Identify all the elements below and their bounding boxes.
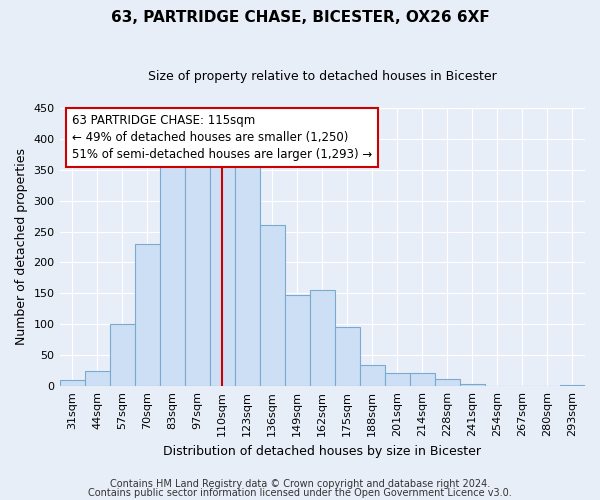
- Bar: [134, 244, 160, 386]
- Bar: [110, 324, 134, 386]
- Title: Size of property relative to detached houses in Bicester: Size of property relative to detached ho…: [148, 70, 497, 83]
- Bar: [185, 158, 209, 386]
- Bar: [59, 380, 85, 386]
- Bar: [260, 226, 285, 386]
- Bar: [235, 164, 260, 386]
- Bar: [460, 384, 485, 386]
- Text: 63 PARTRIDGE CHASE: 115sqm
← 49% of detached houses are smaller (1,250)
51% of s: 63 PARTRIDGE CHASE: 115sqm ← 49% of deta…: [72, 114, 373, 161]
- Bar: [410, 372, 435, 386]
- Bar: [435, 380, 460, 386]
- Text: Contains HM Land Registry data © Crown copyright and database right 2024.: Contains HM Land Registry data © Crown c…: [110, 479, 490, 489]
- X-axis label: Distribution of detached houses by size in Bicester: Distribution of detached houses by size …: [163, 444, 481, 458]
- Bar: [310, 290, 335, 386]
- Bar: [85, 370, 110, 386]
- Bar: [160, 160, 185, 386]
- Bar: [360, 364, 385, 386]
- Bar: [560, 385, 585, 386]
- Bar: [335, 328, 360, 386]
- Bar: [285, 294, 310, 386]
- Y-axis label: Number of detached properties: Number of detached properties: [15, 148, 28, 346]
- Text: Contains public sector information licensed under the Open Government Licence v3: Contains public sector information licen…: [88, 488, 512, 498]
- Bar: [385, 372, 410, 386]
- Text: 63, PARTRIDGE CHASE, BICESTER, OX26 6XF: 63, PARTRIDGE CHASE, BICESTER, OX26 6XF: [110, 10, 490, 25]
- Bar: [209, 154, 235, 386]
